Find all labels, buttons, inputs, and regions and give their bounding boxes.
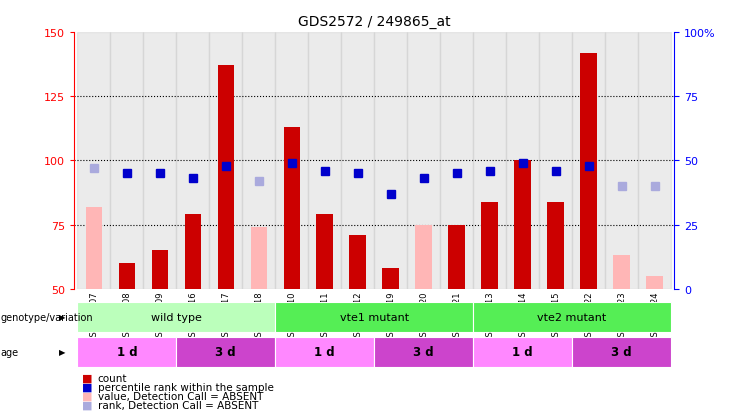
Text: ■: ■	[82, 391, 92, 401]
Bar	[110, 33, 143, 289]
Text: ■: ■	[82, 382, 92, 392]
Bar	[284, 128, 300, 289]
Text: ■: ■	[82, 400, 92, 410]
Text: age: age	[1, 347, 19, 357]
Bar	[218, 66, 234, 289]
Text: wild type: wild type	[151, 312, 202, 322]
Text: genotype/variation: genotype/variation	[1, 312, 93, 322]
Bar	[209, 33, 242, 289]
Text: 1 d: 1 d	[314, 346, 335, 358]
Bar	[539, 33, 572, 289]
Text: percentile rank within the sample: percentile rank within the sample	[98, 382, 273, 392]
Text: 1 d: 1 d	[512, 346, 533, 358]
Text: value, Detection Call = ABSENT: value, Detection Call = ABSENT	[98, 391, 263, 401]
Bar	[374, 33, 408, 289]
Bar	[572, 33, 605, 289]
Bar	[119, 263, 135, 289]
Bar	[152, 251, 168, 289]
Text: ▶: ▶	[59, 313, 65, 321]
Bar	[548, 202, 564, 289]
Bar	[572, 337, 671, 367]
Bar	[382, 268, 399, 289]
Bar	[275, 302, 473, 332]
Bar	[473, 337, 572, 367]
Text: 1 d: 1 d	[116, 346, 137, 358]
Bar	[176, 337, 275, 367]
Bar	[638, 33, 671, 289]
Bar	[506, 33, 539, 289]
Text: vte1 mutant: vte1 mutant	[339, 312, 409, 322]
Bar	[448, 225, 465, 289]
Bar	[275, 33, 308, 289]
Bar	[250, 228, 267, 289]
Bar	[580, 54, 597, 289]
Text: ▶: ▶	[59, 348, 65, 356]
Bar	[77, 33, 110, 289]
Text: 3 d: 3 d	[611, 346, 632, 358]
Bar	[646, 276, 662, 289]
Bar	[242, 33, 275, 289]
Text: 3 d: 3 d	[216, 346, 236, 358]
Bar	[514, 161, 531, 289]
Bar	[316, 215, 333, 289]
Text: rank, Detection Call = ABSENT: rank, Detection Call = ABSENT	[98, 400, 258, 410]
Bar	[341, 33, 374, 289]
Text: 3 d: 3 d	[413, 346, 434, 358]
Bar	[473, 33, 506, 289]
Bar	[473, 302, 671, 332]
Bar	[614, 256, 630, 289]
Bar	[77, 302, 275, 332]
Title: GDS2572 / 249865_at: GDS2572 / 249865_at	[298, 15, 451, 29]
Bar	[143, 33, 176, 289]
Bar	[185, 215, 201, 289]
Bar	[176, 33, 209, 289]
Bar	[86, 207, 102, 289]
Bar	[350, 235, 366, 289]
Bar	[408, 33, 440, 289]
Bar	[308, 33, 341, 289]
Bar	[275, 337, 374, 367]
Bar	[77, 337, 176, 367]
Text: vte2 mutant: vte2 mutant	[537, 312, 607, 322]
Bar	[440, 33, 473, 289]
Bar	[605, 33, 638, 289]
Text: ■: ■	[82, 373, 92, 383]
Text: count: count	[98, 373, 127, 383]
Bar	[374, 337, 473, 367]
Bar	[482, 202, 498, 289]
Bar	[416, 225, 432, 289]
